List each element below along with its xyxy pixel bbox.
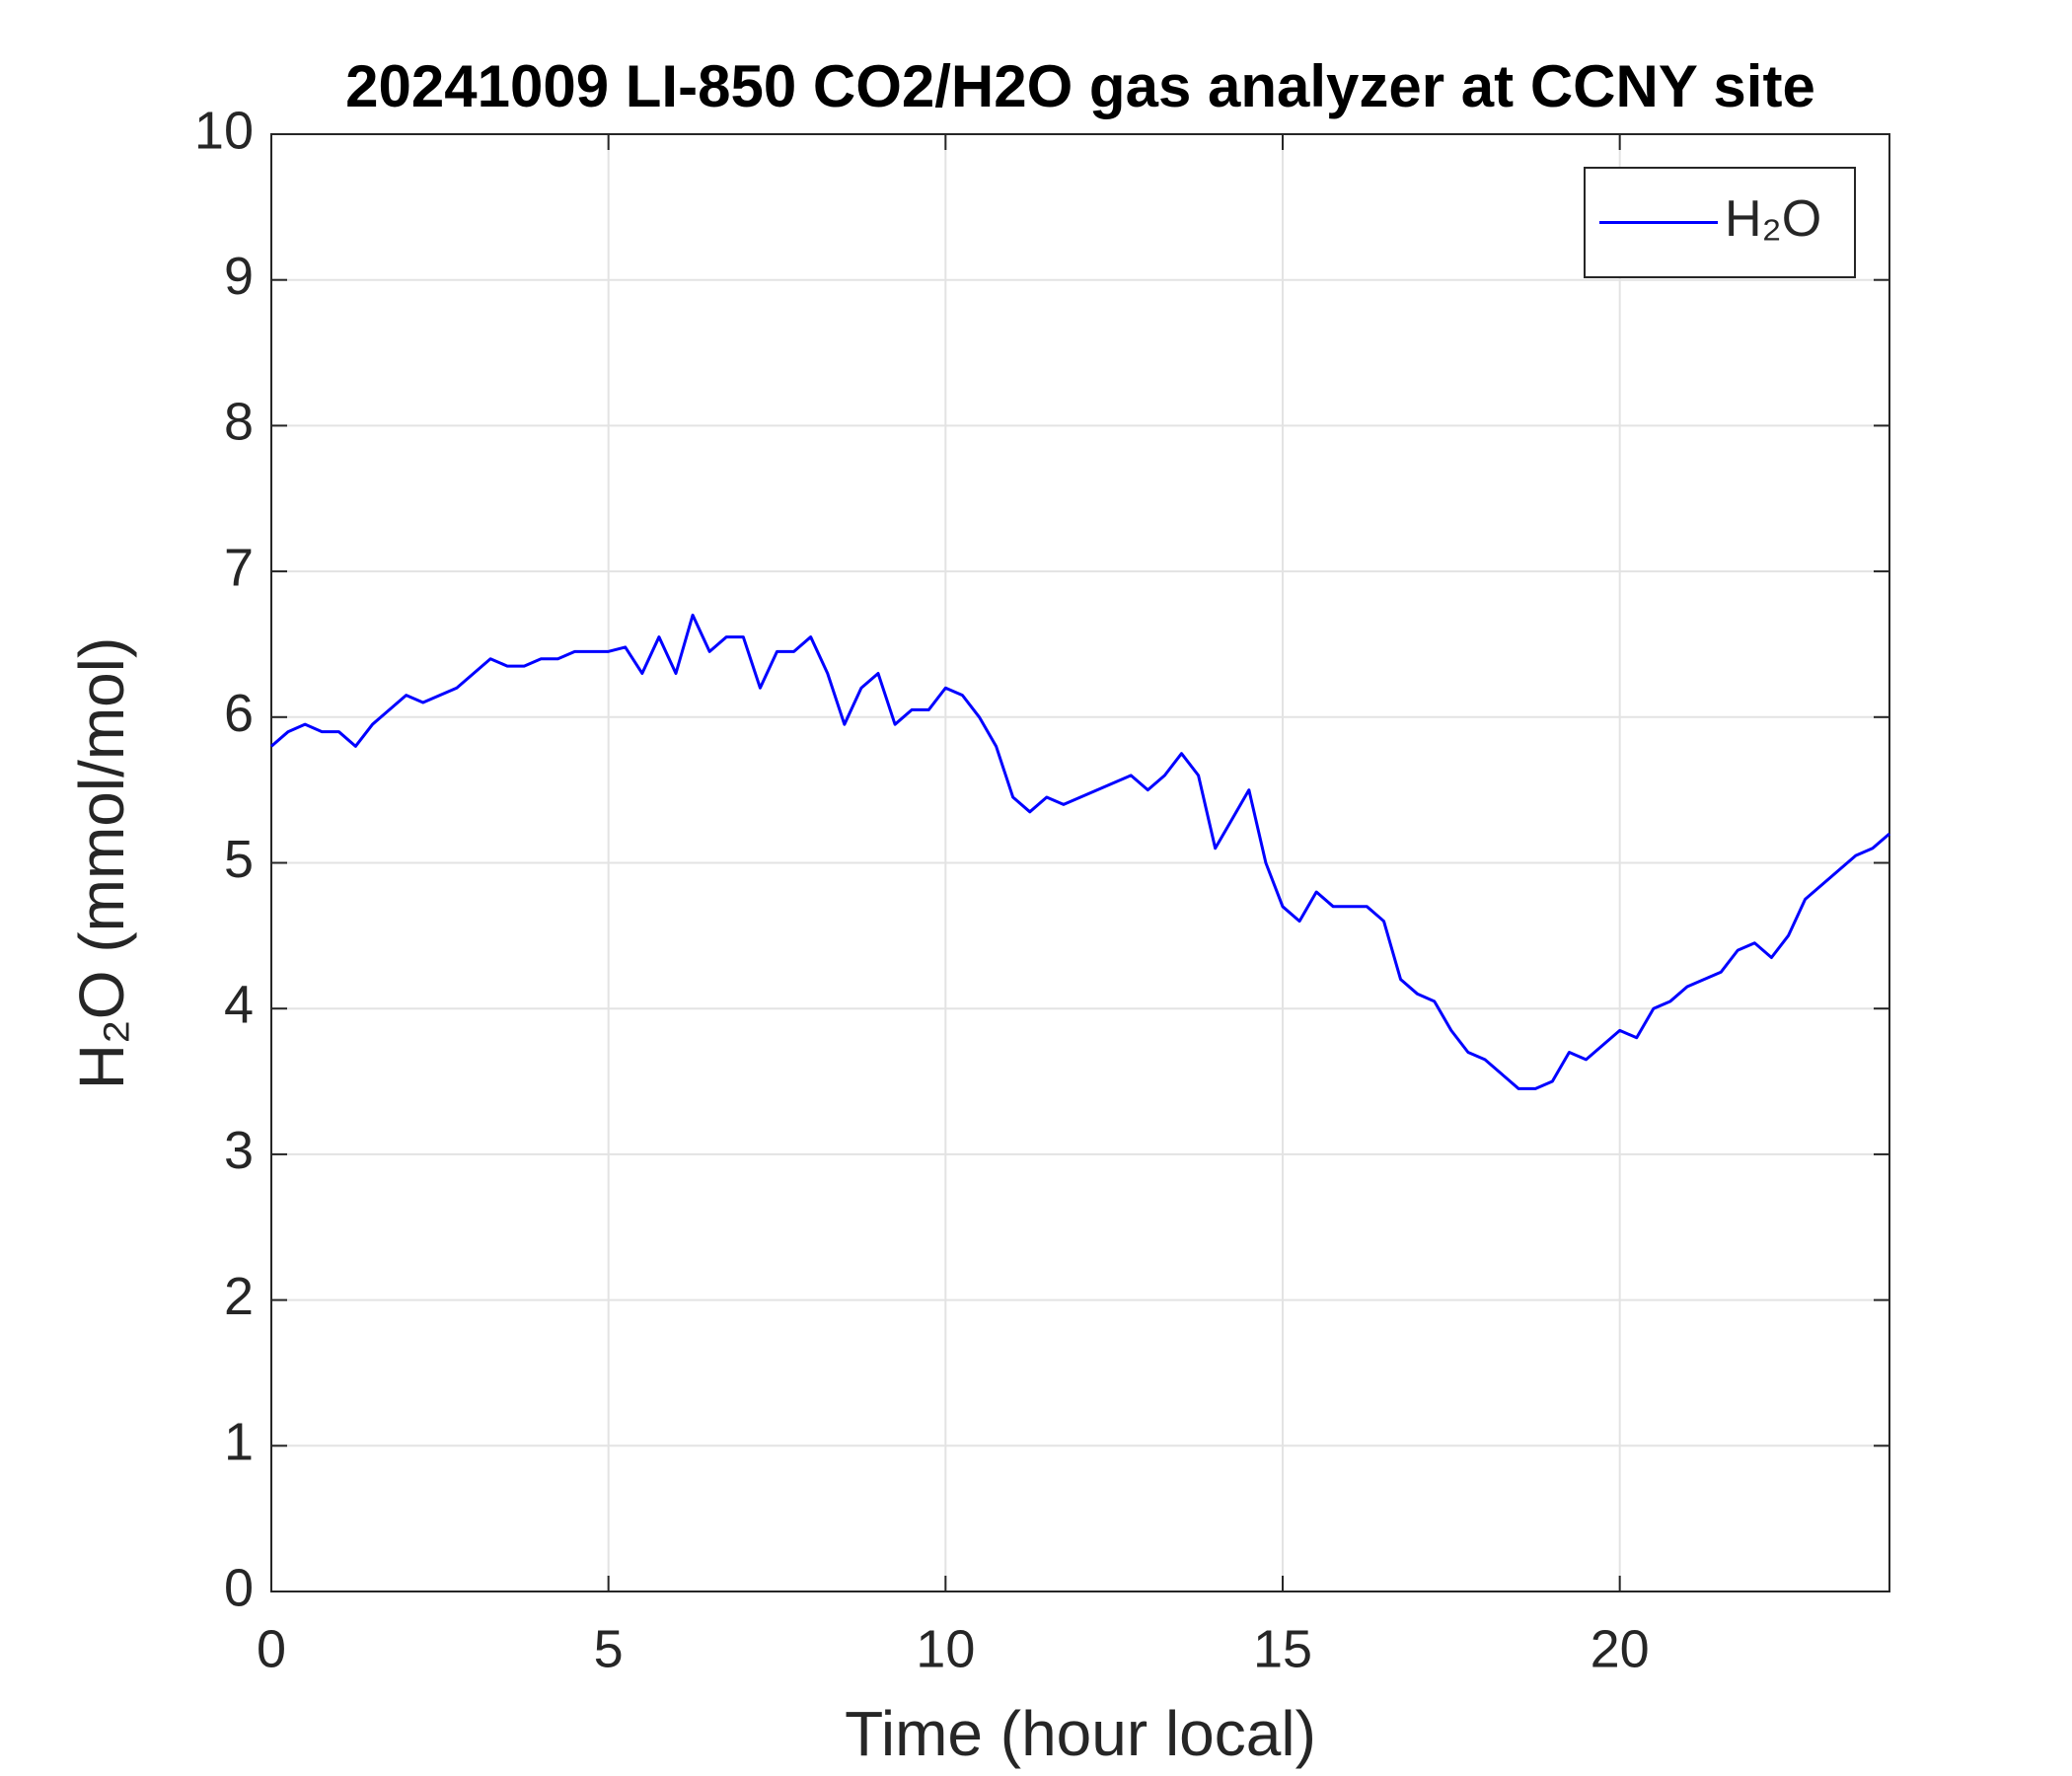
y-tick-label: 7 (224, 538, 254, 597)
x-axis-label: Time (hour local) (845, 1698, 1316, 1769)
x-tick-label: 0 (257, 1619, 286, 1678)
axes-box (270, 133, 1890, 1592)
x-tick-label: 20 (1591, 1619, 1650, 1678)
legend-label: H₂O (1725, 190, 1821, 248)
y-tick-label: 3 (224, 1121, 254, 1180)
y-tick-label: 4 (224, 975, 254, 1034)
chart-title: 20241009 LI-850 CO2/H2O gas analyzer at … (345, 53, 1815, 119)
y-tick-label: 2 (224, 1267, 254, 1326)
x-tick-label: 10 (916, 1619, 975, 1678)
y-tick-label: 6 (224, 684, 254, 743)
y-tick-label: 5 (224, 830, 254, 889)
y-tick-label: 0 (224, 1558, 254, 1617)
y-axis-label: H₂O (mmol/mol) (66, 637, 137, 1090)
y-tick-label: 9 (224, 247, 254, 306)
x-tick-label: 5 (594, 1619, 624, 1678)
y-tick-label: 8 (224, 393, 254, 452)
data-line (270, 613, 1890, 1090)
x-tick-label: 15 (1253, 1619, 1312, 1678)
y-tick-label: 10 (194, 101, 254, 160)
y-tick-label: 1 (224, 1413, 254, 1472)
